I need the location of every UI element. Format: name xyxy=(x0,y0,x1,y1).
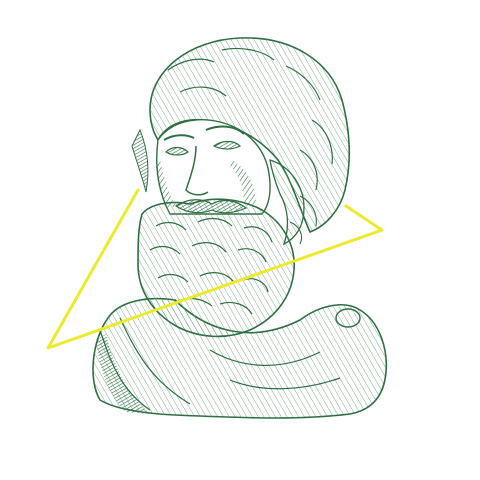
hair xyxy=(131,37,351,234)
side-curls xyxy=(269,159,317,246)
accent-triangle xyxy=(46,188,384,350)
face xyxy=(156,119,271,215)
bust-drapery xyxy=(92,297,388,419)
